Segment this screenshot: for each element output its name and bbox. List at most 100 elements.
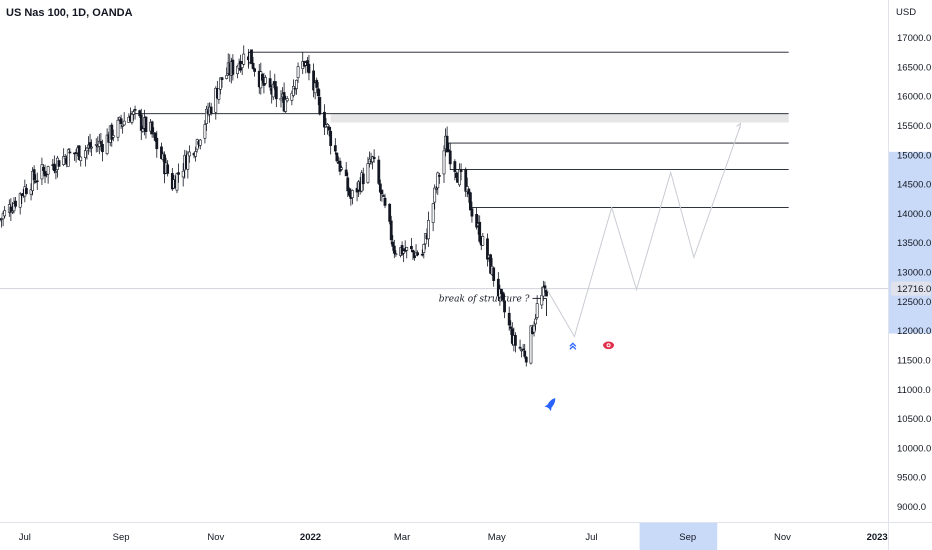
candle-body: [326, 124, 329, 127]
candle-body: [458, 169, 461, 186]
candle-body: [290, 93, 294, 101]
candle-body: [273, 81, 277, 89]
candle-body: [236, 65, 239, 75]
eye-icon[interactable]: [603, 341, 615, 350]
candle-body: [514, 334, 517, 346]
candle-body: [209, 106, 213, 114]
candle-body: [187, 151, 191, 157]
candle-body: [251, 62, 255, 69]
candle-body: [285, 98, 289, 102]
candle-body: [9, 206, 13, 213]
candle-body: [545, 289, 548, 297]
x-tick-label: Sep: [113, 532, 130, 543]
candle-body: [389, 220, 393, 241]
y-tick-label: 11500.0: [897, 355, 931, 366]
candle-body: [225, 75, 229, 79]
candle-body: [166, 164, 170, 174]
candle-body: [338, 160, 342, 172]
currency-label: USD: [896, 7, 916, 18]
candle-body: [194, 151, 198, 157]
candle-body: [543, 285, 547, 289]
candle-body: [518, 346, 522, 349]
y-tick-label: 17000.0: [897, 33, 931, 44]
projection-path[interactable]: [546, 125, 741, 338]
candle-body: [534, 318, 537, 325]
candle-body: [316, 88, 320, 97]
candle-body: [85, 147, 89, 152]
candle-body: [144, 116, 148, 132]
candle-body: [540, 294, 544, 306]
y-tick-label: 10000.0: [897, 443, 931, 454]
price-axis-highlight: [888, 151, 932, 334]
candle-body: [455, 172, 458, 178]
candle-body: [110, 124, 114, 140]
candle-body: [68, 151, 72, 154]
candle-body: [523, 350, 527, 357]
candle-body: [175, 173, 179, 191]
candle-body: [434, 188, 438, 190]
time-axis-highlight: [639, 523, 718, 550]
candle-body: [377, 159, 381, 184]
candle-body: [121, 124, 125, 127]
y-tick-label: 15500.0: [897, 121, 931, 132]
y-tick-label: 9000.0: [897, 502, 926, 513]
candle-body: [459, 169, 463, 172]
candle-body: [31, 171, 35, 191]
candle-body: [442, 150, 446, 175]
candle-body: [90, 146, 93, 149]
candle-body: [220, 77, 224, 80]
candle-body: [198, 139, 202, 146]
candle-body: [99, 141, 103, 144]
break-of-structure-label: break of structure ?: [439, 294, 530, 304]
rocket-icon[interactable]: [544, 396, 558, 412]
double-chevron-up-icon[interactable]: [569, 342, 577, 350]
candle-body: [361, 173, 365, 185]
candle-body: [405, 247, 409, 251]
candle-body: [186, 153, 190, 170]
candle-body: [344, 169, 348, 177]
candle-body: [18, 193, 22, 208]
x-tick-label: Nov: [774, 532, 791, 543]
candle-body: [411, 249, 415, 253]
candle-body: [35, 180, 39, 183]
current-price-tag[interactable]: [891, 281, 931, 296]
candle-body: [274, 86, 278, 100]
candle-body: [532, 325, 536, 333]
candle-body: [346, 177, 350, 192]
y-tick-label: 12500.0: [897, 297, 931, 308]
candle-body: [32, 169, 36, 181]
candle-body: [279, 97, 283, 101]
candle-body: [391, 241, 395, 247]
candle-body: [507, 312, 511, 326]
y-tick-label: 16500.0: [897, 62, 931, 73]
candle-body: [54, 171, 58, 173]
candle-body: [478, 221, 482, 242]
candle-body: [40, 164, 44, 180]
candle-body: [122, 120, 126, 126]
candle-body: [445, 135, 449, 153]
candle-body: [323, 111, 326, 128]
candle-body: [447, 149, 451, 152]
candle-body: [29, 189, 33, 195]
candle-body: [284, 99, 288, 112]
y-tick-label: 14500.0: [897, 180, 931, 191]
candle-body: [242, 53, 246, 65]
candle-body: [79, 156, 83, 162]
x-tick-label: Jul: [585, 532, 597, 543]
candle-body: [380, 189, 384, 195]
resistance-zone[interactable]: [330, 113, 789, 123]
candle-body: [509, 326, 513, 329]
candle-body: [11, 210, 14, 213]
candle-body: [315, 79, 319, 88]
candle-body: [436, 172, 440, 189]
candle-body: [371, 156, 374, 163]
candle-body: [366, 163, 370, 183]
candle-body: [305, 60, 309, 66]
candle-body: [296, 66, 300, 79]
candle-body: [155, 137, 159, 150]
candle-body: [420, 253, 424, 256]
candle-body: [372, 156, 376, 160]
y-tick-label: 13000.0: [897, 268, 931, 279]
x-tick-label: Mar: [394, 532, 410, 543]
